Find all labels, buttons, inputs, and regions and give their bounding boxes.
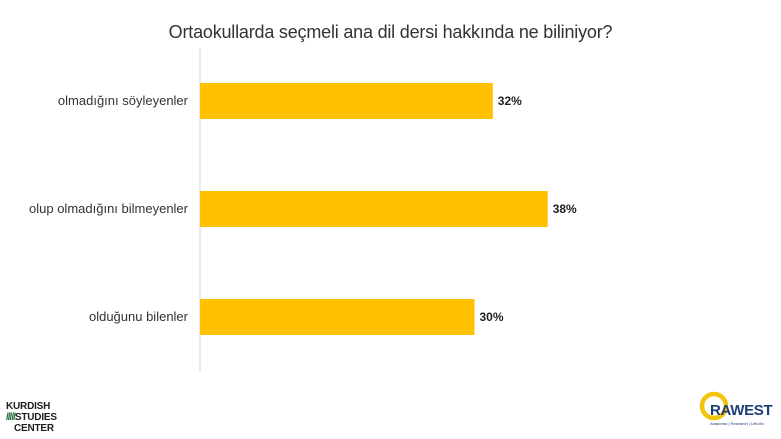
value-label-2: 38% <box>553 202 577 216</box>
rawest-logo: RAWEST Araştırma | Research | Lêkolîn <box>694 388 774 436</box>
bar-1 <box>200 83 493 119</box>
rawest-ring-icon <box>699 391 729 421</box>
kurdish-logo-line-3: CENTER <box>14 423 54 434</box>
rawest-name: RAWEST <box>710 402 773 419</box>
kurdish-studies-center-logo: KURDISH /////STUDIES CENTER <box>6 401 76 439</box>
category-label-2: olup olmadığını bilmeyenler <box>29 201 189 216</box>
bar-3 <box>200 299 475 335</box>
category-label-1: olmadığını söyleyenler <box>58 93 189 108</box>
kurdish-logo-line-2: STUDIES <box>14 412 57 423</box>
rawest-tagline: Araştırma | Research | Lêkolîn <box>710 421 764 426</box>
value-label-3: 30% <box>480 310 504 324</box>
kurdish-logo-line-1: KURDISH <box>6 401 51 412</box>
bars-layer: olmadığını söyleyenler 32% olup olmadığını… <box>29 83 577 335</box>
kurdish-logo-stripes-icon: ///// <box>6 412 16 423</box>
category-label-3: olduğunu bilenler <box>89 309 189 324</box>
value-label-1: 32% <box>498 94 522 108</box>
chart-title: Ortaokullarda seçmeli ana dil dersi hakk… <box>168 22 613 42</box>
bar-2 <box>200 191 548 227</box>
